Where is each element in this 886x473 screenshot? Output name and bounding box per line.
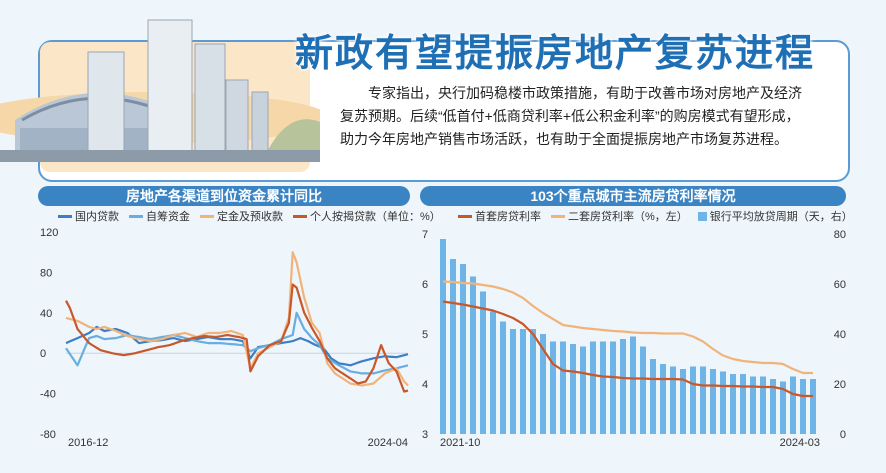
loan-cycle-bar: [720, 371, 726, 434]
loan-cycle-bar: [620, 339, 626, 434]
loan-cycle-bar: [590, 341, 596, 434]
left-chart-legend: 国内贷款 自筹资金 定金及预收款 个人按揭贷款（单位：%）: [48, 208, 441, 224]
loan-cycle-bar: [630, 336, 636, 434]
left-series-line-定金及预收款: [65, 251, 409, 387]
legend-swatch-second-home-rate: [551, 214, 565, 218]
loan-cycle-bar: [480, 291, 486, 434]
legend-self-raised: 自筹资金: [146, 211, 190, 223]
right-series-line-二套房贷利率: [442, 280, 813, 375]
left-line-chart: 120 80 40 0 -40 -80 2016-12 2024-04: [40, 227, 409, 449]
loan-cycle-bar: [540, 334, 546, 434]
right-left-y-tick-label: 5: [422, 329, 428, 341]
loan-cycle-bar: [750, 376, 756, 434]
loan-cycle-bar: [470, 276, 476, 434]
left-y-tick-label: -40: [40, 389, 56, 401]
loan-cycle-bar: [760, 376, 766, 434]
right-x-end-label: 2024-03: [780, 437, 820, 449]
left-y-tick-label: 0: [40, 348, 46, 360]
loan-cycle-bar: [550, 341, 556, 434]
left-y-tick-label: -80: [40, 429, 56, 441]
loan-cycle-bar: [710, 369, 716, 434]
loan-cycle-bar: [440, 239, 446, 434]
right-right-y-tick-label: 0: [840, 429, 846, 441]
legend-domestic-loans: 国内贷款: [75, 211, 119, 223]
loan-cycle-bar: [450, 259, 456, 434]
right-right-y-tick-label: 20: [834, 379, 846, 391]
loan-cycle-bar: [730, 374, 736, 434]
left-y-tick-label: 120: [40, 227, 58, 239]
loan-cycle-bar: [670, 366, 676, 434]
loan-cycle-bar: [500, 321, 506, 434]
right-right-y-tick-label: 80: [834, 229, 846, 241]
left-y-tick-label: 40: [40, 308, 52, 320]
left-chart-title: 房地产各渠道到位资金累计同比: [38, 186, 410, 206]
loan-cycle-bar: [520, 329, 526, 434]
legend-second-home-rate: 二套房贷利率（%，左）: [568, 211, 688, 223]
loan-cycle-bar: [700, 366, 706, 434]
right-right-y-tick-label: 40: [834, 329, 846, 341]
loan-cycle-bar: [810, 379, 816, 434]
right-left-y-tick-label: 6: [422, 279, 428, 291]
loan-cycle-bar: [580, 346, 586, 434]
loan-cycle-bar: [600, 341, 606, 434]
right-x-start-label: 2021-10: [440, 437, 480, 449]
loan-cycle-bar: [790, 376, 796, 434]
legend-deposits: 定金及预收款: [217, 211, 283, 223]
left-series-line-个人按揭贷款: [65, 283, 409, 393]
right-chart-title: 103个重点城市主流房贷利率情况: [420, 186, 846, 206]
right-left-y-tick-label: 3: [422, 429, 428, 441]
right-bar-line-chart: 7 6 5 4 3 80 60 40 20 0 2021-10 2024-03: [422, 229, 846, 449]
loan-cycle-bar: [510, 329, 516, 434]
right-left-y-tick-label: 4: [422, 379, 428, 391]
legend-swatch-domestic-loans: [58, 214, 72, 218]
loan-cycle-bar: [570, 344, 576, 434]
right-left-y-tick-label: 7: [422, 229, 428, 241]
loan-cycle-bar: [490, 311, 496, 434]
legend-first-home-rate: 首套房贷利率: [475, 211, 541, 223]
intro-text: 专家指出，央行加码稳楼市政策措施，有助于改善市场对房地产及经济复苏预期。后续“低…: [340, 85, 802, 147]
loan-cycle-bar: [640, 346, 646, 434]
loan-cycle-bar: [560, 341, 566, 434]
page-title: 新政有望提振房地产复苏进程: [295, 33, 816, 75]
legend-mortgage: 个人按揭贷款（单位：%）: [310, 211, 441, 223]
right-series-line-首套房贷利率: [442, 300, 813, 398]
city-illustration: [0, 19, 320, 172]
loan-cycle-bar: [610, 341, 616, 434]
loan-cycle-bar: [660, 364, 666, 434]
legend-swatch-first-home-rate: [458, 214, 472, 218]
legend-swatch-loan-cycle: [697, 211, 707, 221]
right-chart-legend: 首套房贷利率 二套房贷利率（%，左） 银行平均放贷周期（天，右）: [448, 208, 853, 224]
right-right-y-tick-label: 60: [834, 279, 846, 291]
loan-cycle-bar: [690, 366, 696, 434]
left-series-line-国内贷款: [65, 325, 409, 367]
left-x-start-label: 2016-12: [68, 437, 108, 449]
loan-cycle-bar: [770, 379, 776, 434]
legend-swatch-self-raised: [129, 214, 143, 218]
left-x-end-label: 2024-04: [368, 437, 408, 449]
loan-cycle-bar: [800, 379, 806, 434]
loan-cycle-bar: [740, 374, 746, 434]
legend-loan-cycle: 银行平均放贷周期（天，右）: [709, 211, 853, 223]
legend-swatch-deposits: [200, 214, 214, 218]
loan-cycle-bar: [650, 359, 656, 434]
legend-swatch-mortgage: [293, 214, 307, 218]
left-series-line-自筹资金: [65, 311, 409, 375]
loan-cycle-bar: [680, 369, 686, 434]
loan-cycle-bar: [780, 381, 786, 434]
left-y-tick-label: 80: [40, 267, 52, 279]
loan-cycle-bar: [530, 329, 536, 434]
loan-cycle-bar: [460, 264, 466, 434]
